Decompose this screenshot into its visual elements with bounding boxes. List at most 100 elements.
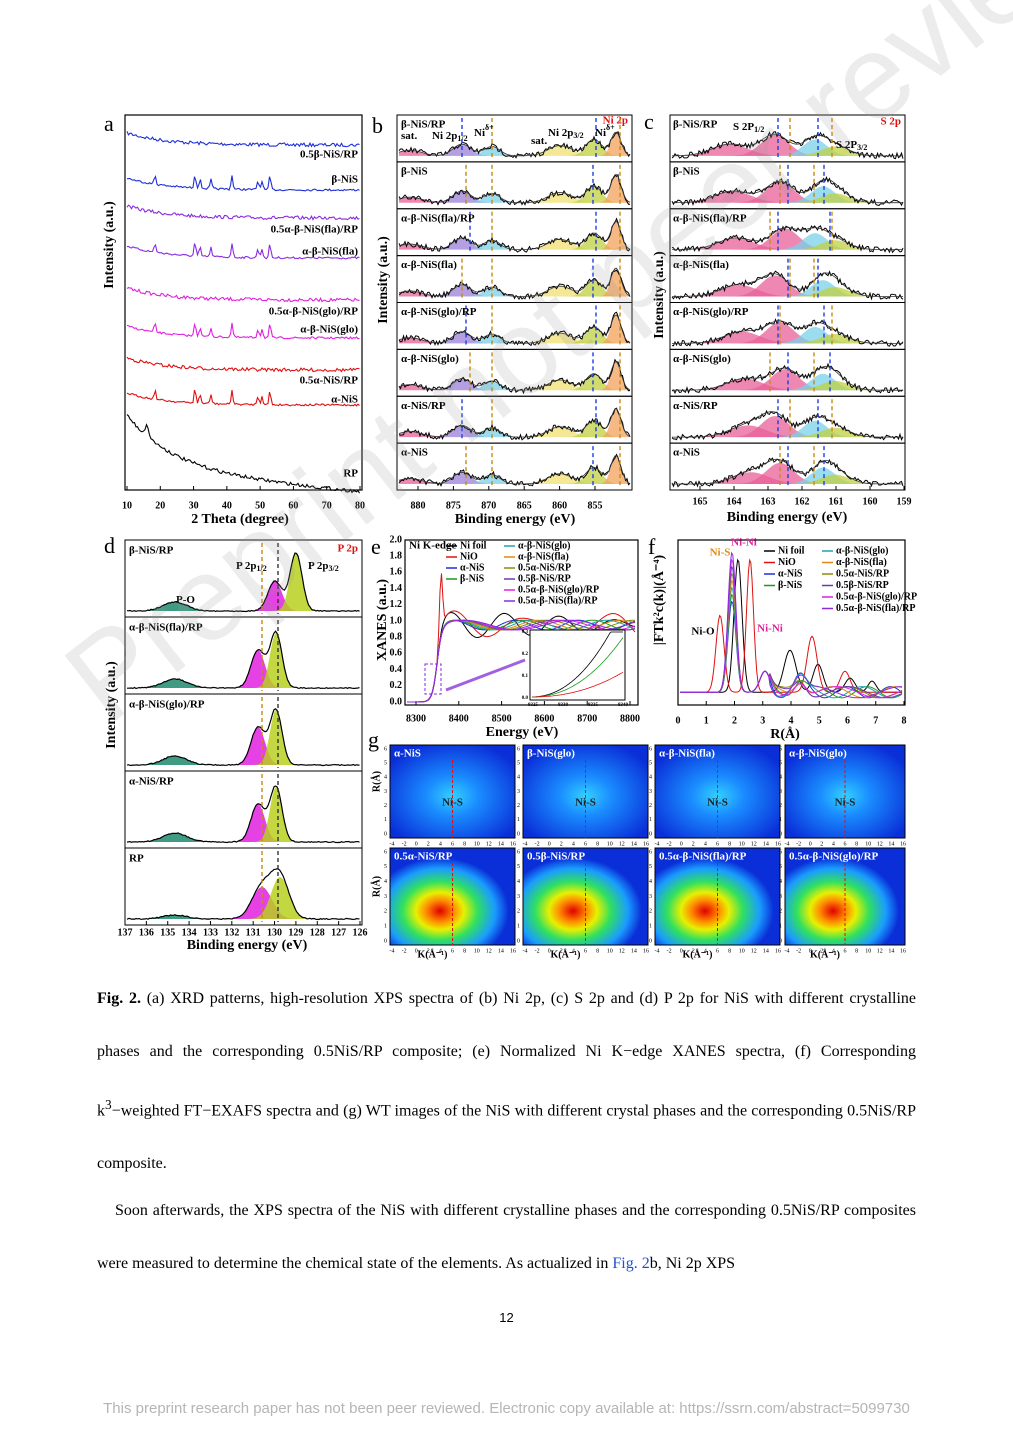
panel-corner-label: P 2p: [338, 543, 358, 555]
y-axis-title: Intensity (a.u.): [652, 251, 667, 339]
xrd-trace: [126, 175, 360, 192]
tick-label: -4: [785, 841, 790, 847]
tick-label: 8: [596, 841, 599, 847]
fit-component: [672, 275, 903, 297]
raw-trace: [398, 311, 631, 347]
fit-component: [672, 240, 903, 250]
x-axis-title: R(Å): [770, 726, 800, 742]
tick-label: 129: [288, 927, 303, 938]
inset-trace: [532, 671, 624, 698]
tick-label: 6: [779, 746, 782, 752]
tick-label: 1: [517, 817, 520, 823]
row-label: α-β-NiS(glo): [673, 353, 731, 365]
fit-component: [399, 239, 630, 250]
tick-label: 3: [779, 789, 782, 795]
tick-label: -4: [655, 948, 660, 954]
fit-component: [672, 380, 903, 391]
tick-label: 6: [517, 849, 520, 855]
tick-label: 0: [809, 948, 812, 954]
fit-component: [399, 337, 630, 344]
tick-label: 30: [189, 500, 199, 511]
tick-label: 8: [463, 841, 466, 847]
legend-label: 0.5α-NiS/RP: [518, 562, 571, 573]
trace-label: RP: [343, 468, 358, 480]
tick-label: 2: [427, 948, 430, 954]
tick-label: 2: [517, 803, 520, 809]
fit-component: [399, 384, 630, 391]
tick-label: 130: [267, 927, 282, 938]
peak-label: P-O: [176, 594, 195, 606]
figure-link[interactable]: Fig. 2: [612, 1255, 650, 1272]
tick-label: 16: [643, 948, 649, 954]
row-label: α-β-NiS(fla)/RP: [673, 212, 747, 224]
fit-envelope: [398, 314, 631, 344]
legend-label: Ni foil: [460, 540, 487, 551]
row-label: β-NiS/RP: [673, 119, 718, 131]
tick-label: 2.0: [390, 534, 403, 545]
tick-label: 880: [411, 500, 426, 511]
tick-label: 12: [619, 948, 625, 954]
tick-label: 0.8: [390, 631, 403, 642]
tick-label: 4: [572, 948, 575, 954]
tick-label: 4: [439, 948, 442, 954]
fit-component: [672, 427, 903, 438]
peak-label-main: Ni 2p: [548, 127, 573, 139]
tick-label: 8: [728, 948, 731, 954]
fit-component: [672, 146, 903, 156]
xrd-trace: [126, 286, 360, 303]
row-label: α-NiS/RP: [129, 776, 174, 788]
tick-label: 16: [900, 948, 906, 954]
peak-label-main: S 2P: [836, 139, 857, 151]
fit-component: [399, 472, 630, 484]
tick-label: 0: [680, 841, 683, 847]
fit-component: [672, 378, 903, 391]
tick-label: 7: [873, 715, 878, 726]
peak-label-main: Ni: [595, 127, 606, 139]
trace-label: 0.5β-NiS/RP: [300, 149, 358, 161]
tick-label: 60: [288, 500, 298, 511]
panel-letter: f: [648, 534, 656, 559]
x-axis-title: Binding energy (eV): [727, 510, 848, 525]
fit-component: [399, 145, 630, 156]
wt-title: 0.5β-NiS/RP: [527, 851, 585, 863]
peak-label: Niδ+: [595, 123, 615, 139]
fit-component: [127, 602, 360, 611]
x-axis-title: 2 Theta (degree): [191, 512, 289, 527]
tick-label: 865: [517, 500, 532, 511]
xanes-trace: [407, 573, 636, 703]
tick-label: -2: [535, 841, 540, 847]
annotation: Ni-O: [691, 626, 715, 638]
tick-label: 2: [649, 909, 652, 915]
y-axis-title: Intensity (a.u.): [104, 661, 119, 749]
tick-label: 14: [888, 948, 894, 954]
peak-label-sup: δ+: [485, 123, 494, 132]
tick-label: 8700: [577, 713, 597, 724]
peak-label-sub: 1/2: [754, 125, 764, 134]
tick-label: 12: [877, 948, 883, 954]
tick-label: 160: [863, 496, 878, 507]
tick-label: 2: [649, 803, 652, 809]
tick-label: 6: [844, 948, 847, 954]
tick-label: 1: [779, 924, 782, 930]
tick-label: 2: [779, 909, 782, 915]
fit-component: [399, 284, 630, 297]
fit-component: [672, 287, 903, 297]
row-label: β-NiS: [401, 165, 428, 177]
panel-corner-label: Ni 2p: [603, 115, 628, 127]
tick-label: 6: [845, 715, 850, 726]
tick-label: 4: [649, 879, 652, 885]
fit-component: [399, 197, 630, 203]
tick-label: 0: [680, 948, 683, 954]
tick-label: 4: [649, 775, 652, 781]
peak-label: Ni 2p1/2: [432, 130, 468, 143]
peak-label-main: Ni 2p: [432, 130, 457, 142]
fit-component: [399, 362, 630, 391]
fit-component: [672, 322, 903, 344]
tick-label: 0.2: [522, 652, 529, 657]
tick-label: -2: [402, 948, 407, 954]
x-axis-title: K(Å⁻¹): [418, 948, 448, 960]
tick-label: 2: [384, 909, 387, 915]
tick-label: 16: [775, 948, 781, 954]
tick-label: 0: [517, 831, 520, 837]
tick-label: 127: [331, 927, 346, 938]
